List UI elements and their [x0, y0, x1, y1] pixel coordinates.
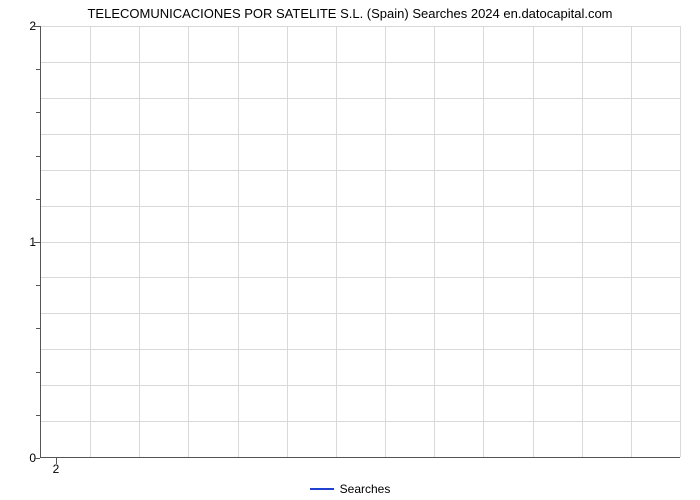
gridline-v [336, 26, 337, 457]
gridline-h [41, 98, 680, 99]
y-tick-label: 1 [6, 235, 36, 249]
gridline-h [41, 385, 680, 386]
plot-area [40, 26, 680, 458]
gridline-h [41, 349, 680, 350]
x-tick-label: 2 [53, 462, 60, 476]
chart-container: TELECOMUNICACIONES POR SATELITE S.L. (Sp… [0, 0, 700, 500]
gridline-v [434, 26, 435, 457]
gridline-v [139, 26, 140, 457]
chart-title: TELECOMUNICACIONES POR SATELITE S.L. (Sp… [0, 6, 700, 21]
gridline-h [41, 206, 680, 207]
legend: Searches [0, 481, 700, 496]
gridline-v [680, 26, 681, 457]
gridline-v [582, 26, 583, 457]
gridline-h [41, 134, 680, 135]
gridline-v [385, 26, 386, 457]
gridline-h [41, 421, 680, 422]
gridline-h [41, 313, 680, 314]
x-tick-mark [56, 458, 57, 464]
gridline-v [483, 26, 484, 457]
legend-swatch [310, 488, 334, 490]
y-tick-mark [34, 458, 40, 459]
gridline-v [238, 26, 239, 457]
gridline-v [188, 26, 189, 457]
gridline-v [287, 26, 288, 457]
gridline-h [41, 170, 680, 171]
gridline-h [41, 26, 680, 27]
gridline-v [90, 26, 91, 457]
y-tick-label: 2 [6, 19, 36, 33]
y-tick-label: 0 [6, 451, 36, 465]
gridline-h [41, 62, 680, 63]
gridline-h [41, 242, 680, 243]
gridline-h [41, 277, 680, 278]
gridline-v [631, 26, 632, 457]
legend-label: Searches [340, 482, 391, 496]
gridline-v [533, 26, 534, 457]
